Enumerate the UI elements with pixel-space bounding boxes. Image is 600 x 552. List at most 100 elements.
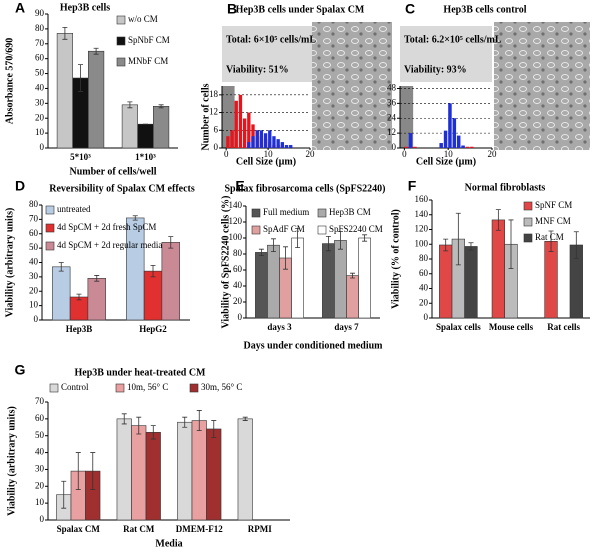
histogram-bar — [251, 136, 255, 148]
panel-title: Reversibility of Spalax CM effects — [49, 183, 195, 194]
y-tick-label: 12 — [209, 107, 218, 117]
histogram-bar — [255, 130, 259, 148]
y-tick-label: 0 — [238, 312, 243, 322]
histogram-bar — [230, 130, 234, 148]
error-bar — [94, 275, 100, 282]
legend-label: 10m, 56° C — [127, 382, 168, 392]
y-tick-label: 140 — [415, 209, 429, 219]
legend-swatch — [45, 223, 55, 233]
y-tick-label: 40 — [35, 83, 45, 93]
bar — [131, 425, 147, 521]
error-bar — [78, 64, 83, 92]
bar — [322, 243, 335, 319]
legend-label: w/o CM — [128, 14, 158, 24]
micrograph — [312, 22, 392, 150]
bar — [52, 266, 71, 321]
error-bar — [468, 242, 474, 251]
x-tick-label: RPMI — [248, 524, 272, 534]
x-tick-label: 5*10³ — [70, 152, 91, 162]
y-tick-label: 18 — [209, 89, 219, 99]
histogram-bar — [234, 100, 238, 148]
error-bar — [362, 234, 368, 242]
error-bar — [127, 101, 133, 109]
viability-label: Viability: 93% — [404, 64, 467, 75]
histogram-bar — [242, 118, 247, 148]
legend-label: 30m, 56° C — [201, 382, 242, 392]
legend-swatch — [523, 233, 533, 243]
y-tick-label: 10 — [35, 127, 45, 137]
y-tick-label: 60 — [35, 53, 45, 63]
y-tick-label: 40 — [233, 280, 243, 290]
bar — [358, 237, 371, 319]
y-tick-label: 20 — [233, 296, 243, 306]
y-tick-label: 20 — [35, 112, 45, 122]
error-bar — [62, 27, 68, 40]
total-label: Total: 6×10⁵ cells/mL — [226, 34, 316, 45]
y-tick-label: 20 — [35, 480, 45, 490]
histogram-bar — [226, 136, 230, 148]
panel-title: Hep3B cells under Spalax CM — [236, 4, 365, 15]
legend-label: SpNbF CM — [128, 35, 170, 45]
error-bar — [283, 246, 289, 270]
error-bar — [455, 212, 461, 266]
y-axis-label: Number of cells — [200, 83, 211, 150]
bar — [126, 217, 145, 321]
error-bar — [58, 262, 64, 272]
legend-swatch — [251, 208, 261, 218]
bar — [145, 432, 161, 521]
legend-label: 4d SpCM + 2d fresh SpCM — [57, 222, 156, 232]
y-axis-label: Viability (arbitrary units) — [4, 208, 15, 318]
total-label: Total: 6.2×10⁵ cells/mL — [404, 34, 502, 45]
x-tick-label: 0 — [402, 149, 407, 159]
panel-title: Hep3B cells control — [443, 4, 526, 15]
bar — [464, 246, 478, 319]
error-bar — [573, 231, 579, 259]
histogram-bar — [456, 135, 461, 148]
legend-label: Control — [61, 382, 89, 392]
legend-swatch — [45, 205, 55, 215]
histogram-bar — [452, 118, 457, 148]
y-tick-label: 100 — [415, 238, 429, 248]
legend-swatch — [45, 241, 55, 251]
error-bar — [150, 425, 156, 440]
y-tick-label: 0 — [424, 312, 429, 322]
x-tick-label: Rat CM — [123, 524, 155, 534]
panel-letter: B — [227, 1, 237, 17]
bar — [191, 420, 207, 521]
bar — [121, 104, 138, 149]
legend-label: Rat CM — [535, 232, 564, 242]
y-tick-label: 160 — [415, 194, 429, 204]
x-tick-label: 20 — [488, 149, 498, 159]
y-tick-label: 40 — [419, 283, 429, 293]
y-tick-label: 80 — [29, 199, 39, 209]
histogram-bar — [272, 136, 276, 148]
viability-label: Viability: 51% — [226, 64, 289, 75]
y-tick-label: 20 — [29, 285, 39, 295]
y-tick-label: 48 — [387, 83, 397, 93]
legend-swatch — [189, 383, 199, 393]
histogram-bar — [448, 103, 452, 148]
histogram-bar — [247, 112, 251, 148]
x-tick-label: 1*10³ — [135, 152, 156, 162]
error-bar — [295, 228, 301, 248]
x-tick-label: days 7 — [334, 322, 359, 332]
error-bar — [93, 47, 99, 55]
error-bar — [136, 416, 142, 435]
histogram-bar — [461, 145, 465, 148]
y-axis-label: Viability (arbitrary units) — [6, 406, 17, 516]
bar — [137, 123, 154, 149]
panel-letter: G — [15, 362, 26, 378]
y-tick-label: 36 — [387, 97, 397, 107]
x-tick-label: Mouse cells — [489, 322, 534, 332]
histogram-bar — [439, 143, 443, 148]
error-bar — [75, 452, 81, 491]
legend-label: SpAdF CM — [263, 224, 305, 234]
bar — [491, 219, 505, 319]
panel-letter: E — [235, 178, 244, 194]
x-axis-label: Days under conditioned medium — [243, 340, 383, 351]
bar — [291, 237, 304, 319]
legend-label: untreated — [57, 204, 91, 214]
error-bar — [90, 452, 96, 491]
y-tick-label: 80 — [419, 253, 429, 263]
error-bar — [337, 231, 343, 250]
